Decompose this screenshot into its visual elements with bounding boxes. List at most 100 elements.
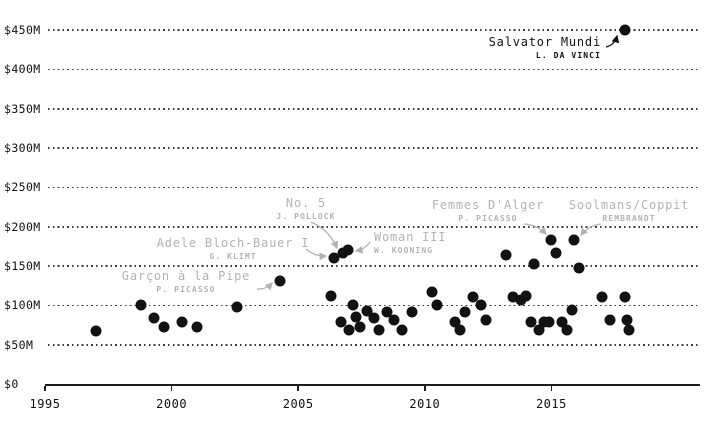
y-axis-tick-label: $50M (4, 337, 34, 352)
data-point (515, 294, 527, 306)
annotation-salvator-mundi: Salvator Mundi L. DA VINCI (489, 36, 601, 60)
y-axis-tick-label: $300M (4, 141, 41, 155)
x-axis-tick-label: 2000 (156, 397, 188, 411)
data-point (454, 324, 466, 336)
y-axis-tick-label: $250M (4, 180, 41, 195)
data-point (528, 258, 540, 270)
gridline (48, 147, 700, 149)
annotation-woman-iii: Woman III W. KOONING (374, 231, 446, 255)
annotation-soolmans-coppit: Soolmans/Coppit REMBRANDT (569, 199, 689, 223)
data-point (556, 316, 568, 328)
data-point (619, 291, 631, 303)
data-point (231, 301, 243, 313)
annotation-adele-bloch-bauer-i: Adele Bloch-Bauer I G. KLIMT (157, 237, 309, 261)
annotation-no-5: No. 5 J. POLLOCK (276, 197, 335, 221)
y-axis-tick-label: $150M (4, 259, 41, 273)
data-point (475, 299, 486, 311)
data-point (449, 316, 461, 328)
annotation-artist: P. PICASSO (156, 284, 216, 294)
annotation-femmes-dalger: Femmes D'Alger P. PICASSO (432, 199, 544, 223)
data-point (176, 316, 188, 328)
gridline (48, 68, 700, 71)
data-point (361, 305, 373, 317)
data-point (619, 24, 631, 36)
x-axis-tick (170, 386, 173, 391)
data-point (191, 321, 203, 333)
data-point (507, 291, 519, 303)
data-point (325, 290, 337, 302)
annotation-arrow (256, 282, 273, 291)
gridline (48, 304, 700, 307)
gridline (48, 265, 700, 267)
annotation-title: Femmes D'Alger (431, 198, 545, 212)
annotation-artist: P. PICASSO (458, 213, 518, 223)
data-point (568, 234, 580, 246)
data-point (480, 314, 492, 326)
data-point (431, 299, 443, 311)
annotation-title: Salvator Mundi (488, 35, 601, 49)
data-point (533, 324, 545, 336)
data-point (596, 291, 608, 303)
gridline (48, 29, 700, 31)
y-axis-tick-label: $0 (4, 377, 19, 391)
data-point (347, 299, 359, 311)
annotation-artist: REMBRANDT (602, 213, 656, 223)
annotation-artist: L. DA VINCI (535, 50, 601, 60)
data-point (406, 306, 418, 318)
data-point (545, 234, 557, 246)
annotation-title: Garçon à la Pipe (121, 269, 251, 283)
data-point (354, 321, 366, 333)
data-point (135, 299, 147, 311)
data-point (543, 316, 555, 328)
data-point (467, 291, 479, 303)
data-point (381, 306, 393, 318)
y-axis-tick-label: $350M (4, 101, 41, 116)
data-point (621, 314, 633, 326)
x-axis-tick-label: 1995 (29, 397, 61, 411)
data-point (566, 304, 578, 316)
data-point (459, 306, 471, 318)
data-point (373, 324, 385, 336)
data-point (520, 290, 532, 302)
y-axis-tick-label: $450M (4, 23, 41, 37)
data-point (274, 275, 286, 287)
data-point (158, 321, 170, 333)
annotation-artist: W. KOONING (374, 245, 434, 255)
x-axis-tick (424, 386, 426, 391)
data-point (573, 262, 585, 274)
annotation-artist: G. KLIMT (209, 251, 257, 261)
x-axis-tick (44, 386, 46, 391)
data-point (343, 324, 355, 336)
annotation-title: Soolmans/Coppit (568, 198, 690, 212)
annotation-title: No. 5 (285, 196, 327, 210)
annotation-artist: J. POLLOCK (276, 211, 336, 221)
gridline (48, 107, 700, 110)
annotation-garcon-a-la-pipe: Garçon à la Pipe P. PICASSO (122, 270, 250, 294)
gridline (48, 225, 700, 228)
x-axis-tick-label: 2005 (282, 397, 314, 411)
y-axis-tick-label: $400M (4, 62, 41, 77)
y-axis-tick-label: $100M (4, 298, 41, 313)
x-axis-tick-label: 2015 (535, 397, 567, 411)
x-axis-line (45, 384, 700, 386)
data-point (396, 324, 408, 336)
data-point (426, 286, 438, 298)
data-point (350, 311, 362, 323)
data-point (342, 244, 354, 256)
data-point (623, 324, 635, 336)
data-point (388, 314, 400, 326)
data-point (368, 312, 380, 324)
annotation-arrow (605, 34, 620, 48)
x-axis-tick (297, 386, 299, 391)
data-point (90, 325, 102, 337)
data-point (525, 316, 537, 328)
data-point (561, 324, 573, 336)
data-point (550, 247, 562, 259)
data-point (335, 316, 347, 328)
y-axis-tick-label: $200M (4, 219, 41, 234)
data-point (148, 312, 160, 324)
gridline (48, 186, 700, 189)
gridline (48, 343, 700, 346)
x-axis-tick (550, 386, 553, 391)
